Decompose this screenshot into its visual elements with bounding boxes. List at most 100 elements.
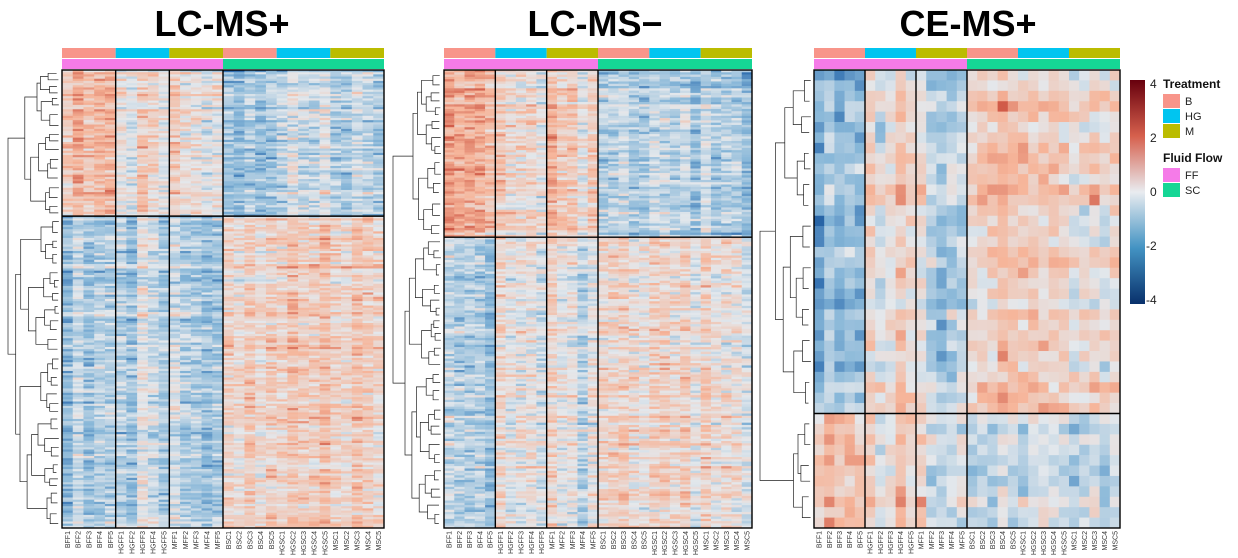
heatmap-cell bbox=[190, 104, 202, 108]
heatmap-cell bbox=[233, 312, 245, 315]
heatmap-cell bbox=[126, 301, 138, 304]
heatmap-cell bbox=[276, 248, 288, 252]
heatmap-cell bbox=[115, 152, 127, 156]
heatmap-cell bbox=[158, 423, 170, 426]
heatmap-cell bbox=[201, 128, 213, 132]
heatmap-cell bbox=[72, 261, 84, 265]
heatmap-cell bbox=[83, 168, 95, 171]
heatmap-cell bbox=[287, 100, 299, 104]
heatmap-cell bbox=[308, 264, 320, 267]
heatmap-cell bbox=[351, 89, 363, 93]
heatmap-cell bbox=[190, 268, 202, 271]
heatmap-cell bbox=[287, 281, 299, 285]
heatmap-cell bbox=[287, 78, 299, 82]
heatmap-cell bbox=[169, 427, 181, 431]
heatmap-cell bbox=[62, 305, 74, 309]
heatmap-cell bbox=[308, 397, 320, 400]
heatmap-cell bbox=[233, 340, 245, 343]
heatmap-cell bbox=[72, 144, 84, 147]
heatmap-cell bbox=[319, 87, 331, 90]
heatmap-cell bbox=[62, 159, 74, 162]
heatmap-cell bbox=[233, 213, 245, 217]
heatmap-cell bbox=[319, 115, 331, 119]
heatmap-cell bbox=[94, 316, 106, 319]
heatmap-cell bbox=[212, 181, 224, 184]
heatmap-cell bbox=[330, 277, 342, 280]
heatmap-cell bbox=[212, 150, 224, 154]
heatmap-cell bbox=[83, 294, 95, 298]
heatmap-cell bbox=[233, 192, 245, 195]
heatmap-cell bbox=[190, 255, 202, 258]
heatmap-cell bbox=[276, 137, 288, 141]
heatmap-cell bbox=[244, 290, 256, 293]
heatmap-cell bbox=[341, 301, 353, 304]
heatmap-cell bbox=[319, 394, 331, 398]
heatmap-cell bbox=[115, 277, 127, 280]
heatmap-cell bbox=[362, 303, 374, 306]
heatmap-cell bbox=[83, 100, 95, 104]
heatmap-cell bbox=[255, 257, 267, 261]
heatmap-cell bbox=[373, 264, 385, 267]
heatmap-cell bbox=[223, 384, 235, 387]
heatmap-cell bbox=[94, 390, 106, 394]
heatmap-cell bbox=[373, 397, 385, 400]
heatmap-cell bbox=[115, 296, 127, 300]
heatmap-cell bbox=[190, 342, 202, 346]
heatmap-cell bbox=[255, 414, 267, 418]
heatmap-cell bbox=[287, 155, 299, 158]
heatmap-cell bbox=[137, 366, 149, 370]
heatmap-cell bbox=[244, 255, 256, 258]
heatmap-cell bbox=[94, 338, 106, 341]
heatmap-cell bbox=[223, 394, 235, 398]
heatmap-cell bbox=[62, 268, 74, 271]
heatmap-cell bbox=[147, 211, 159, 215]
heatmap-cell bbox=[62, 233, 74, 237]
heatmap-cell bbox=[72, 70, 84, 73]
heatmap-cell bbox=[212, 261, 224, 265]
heatmap-cell bbox=[147, 268, 159, 271]
heatmap-cell bbox=[62, 357, 74, 361]
heatmap-cell bbox=[158, 131, 170, 134]
heatmap-cell bbox=[212, 91, 224, 95]
heatmap-cell bbox=[158, 384, 170, 387]
heatmap-cell bbox=[201, 353, 213, 356]
heatmap-cell bbox=[308, 83, 320, 86]
heatmap-cell bbox=[223, 70, 235, 73]
heatmap-cell bbox=[287, 248, 299, 252]
heatmap-cell bbox=[341, 279, 353, 282]
heatmap-cell bbox=[104, 155, 116, 158]
heatmap-cell bbox=[201, 403, 213, 407]
heatmap-cell bbox=[137, 296, 149, 300]
heatmap-cell bbox=[287, 216, 299, 219]
heatmap-cell bbox=[276, 377, 288, 380]
heatmap-cell bbox=[212, 126, 224, 130]
heatmap-cell bbox=[287, 355, 299, 359]
heatmap-cell bbox=[319, 246, 331, 250]
heatmap-cell bbox=[298, 211, 310, 215]
heatmap-cell bbox=[287, 211, 299, 215]
heatmap-cell bbox=[147, 229, 159, 232]
heatmap-cell bbox=[83, 270, 95, 274]
heatmap-cell bbox=[330, 152, 342, 156]
heatmap-cell bbox=[201, 360, 213, 363]
heatmap-cell bbox=[276, 351, 288, 354]
heatmap-cell bbox=[244, 198, 256, 202]
heatmap-cell bbox=[137, 111, 149, 114]
heatmap-cell bbox=[147, 170, 159, 173]
heatmap-cell bbox=[223, 368, 235, 372]
heatmap-cell bbox=[373, 399, 385, 402]
heatmap-cell bbox=[287, 388, 299, 391]
heatmap-cell bbox=[287, 150, 299, 154]
heatmap-cell bbox=[330, 307, 342, 311]
heatmap-cell bbox=[104, 346, 116, 350]
heatmap-cell bbox=[94, 266, 106, 269]
heatmap-cell bbox=[212, 159, 224, 162]
heatmap-cell bbox=[115, 257, 127, 261]
heatmap-cell bbox=[72, 89, 84, 93]
heatmap-cell bbox=[244, 141, 256, 145]
heatmap-cell bbox=[62, 251, 74, 254]
heatmap-cell bbox=[298, 364, 310, 367]
heatmap-cell bbox=[330, 386, 342, 389]
heatmap-cell bbox=[276, 237, 288, 241]
heatmap-cell bbox=[190, 203, 202, 206]
